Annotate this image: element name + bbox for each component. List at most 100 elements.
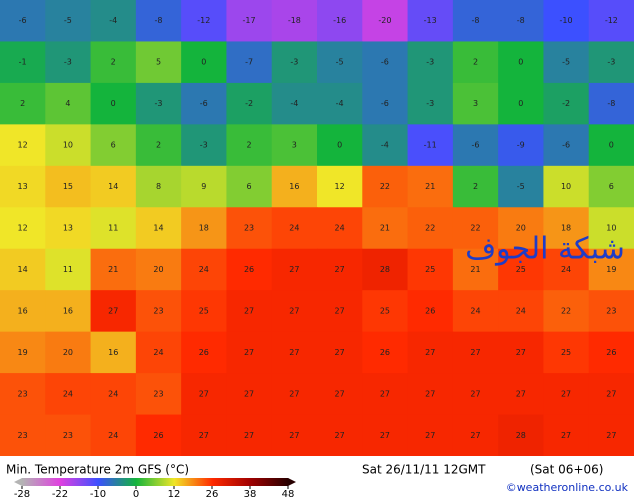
temperature-value: 20 — [153, 265, 163, 274]
temperature-cell — [588, 373, 634, 416]
temperature-cell — [226, 82, 273, 125]
temperature-value: -3 — [426, 99, 434, 108]
temperature-value: 14 — [108, 182, 118, 191]
temperature-value: 27 — [199, 389, 209, 398]
temperature-value: 23 — [153, 306, 163, 315]
temperature-cell — [135, 124, 182, 167]
temperature-cell — [226, 0, 273, 42]
temperature-value: -6 — [19, 16, 27, 25]
temperature-value: 0 — [609, 141, 614, 150]
temperature-value: -18 — [288, 16, 301, 25]
temperature-cell — [498, 248, 544, 291]
temperature-cell — [45, 248, 92, 291]
temperature-cell — [90, 0, 137, 42]
temperature-cell — [135, 290, 182, 333]
temperature-cell — [181, 41, 227, 84]
temperature-cell — [45, 124, 92, 167]
temperature-value: -5 — [517, 182, 525, 191]
colorbar-tick-label: -22 — [52, 489, 68, 500]
temperature-value: 25 — [516, 265, 526, 274]
temperature-value: 19 — [606, 265, 616, 274]
temperature-cell — [588, 290, 634, 333]
temperature-value: 13 — [18, 182, 28, 191]
colorbar-tick-label: 12 — [168, 489, 181, 500]
temperature-cell — [543, 414, 590, 457]
temperature-cell — [317, 124, 363, 167]
temperature-value: 20 — [516, 224, 526, 233]
temperature-cell — [498, 331, 544, 374]
temperature-value: 23 — [18, 431, 28, 440]
temperature-cell — [543, 248, 590, 291]
temperature-cell — [362, 165, 409, 208]
temperature-cell — [407, 248, 454, 291]
temperature-cell — [181, 331, 227, 374]
temperature-value: -20 — [378, 16, 391, 25]
temperature-value: -3 — [200, 141, 208, 150]
temperature-cell — [543, 41, 590, 84]
temperature-value: 27 — [335, 348, 345, 357]
colorbar-tick-label: -10 — [90, 489, 106, 500]
temperature-cell — [0, 248, 46, 291]
temperature-cell — [226, 124, 273, 167]
temperature-cell — [498, 373, 544, 416]
temperature-cell — [135, 248, 182, 291]
temperature-cell — [181, 165, 227, 208]
temperature-value: 27 — [470, 348, 480, 357]
temperature-value: 0 — [337, 141, 342, 150]
temperature-cell — [271, 414, 318, 457]
temperature-cell — [0, 41, 46, 84]
temperature-value: 16 — [63, 306, 73, 315]
temperature-value: 14 — [18, 265, 28, 274]
colorbar-segment — [22, 478, 61, 486]
temperature-cell — [271, 41, 318, 84]
temperature-value: 26 — [380, 348, 390, 357]
temperature-value: -4 — [290, 99, 298, 108]
temperature-cell — [317, 165, 363, 208]
temperature-value: -3 — [155, 99, 163, 108]
temperature-cell — [452, 82, 499, 125]
credit: ©weatheronline.co.uk — [506, 481, 629, 494]
temperature-cell — [0, 207, 46, 250]
temperature-cell — [271, 207, 318, 250]
temperature-cell — [45, 41, 92, 84]
temperature-cell — [271, 248, 318, 291]
temperature-cell — [181, 290, 227, 333]
temperature-cell — [543, 373, 590, 416]
temperature-cell — [498, 82, 544, 125]
temperature-cell — [543, 0, 590, 42]
temperature-value: 27 — [470, 389, 480, 398]
temperature-cell — [543, 82, 590, 125]
temperature-cell — [181, 373, 227, 416]
temperature-cell — [407, 124, 454, 167]
temperature-cell — [135, 41, 182, 84]
temperature-cell — [181, 124, 227, 167]
temperature-value: 16 — [18, 306, 28, 315]
temperature-value: -6 — [562, 141, 570, 150]
temperature-value: -4 — [109, 16, 117, 25]
temperature-cell — [452, 414, 499, 457]
temperature-cell — [317, 0, 363, 42]
colorbar: -28 -22 -10 0 12 26 38 48 — [14, 478, 296, 500]
temperature-cell — [407, 207, 454, 250]
temperature-cell — [226, 331, 273, 374]
temperature-value: -12 — [605, 16, 618, 25]
temperature-value: 6 — [111, 141, 116, 150]
temperature-value: -5 — [562, 58, 570, 67]
temperature-value: 27 — [380, 389, 390, 398]
temperature-cell — [271, 373, 318, 416]
temperature-cell — [407, 165, 454, 208]
temperature-value: -3 — [607, 58, 615, 67]
temperature-value: 15 — [63, 182, 73, 191]
temperature-value: 10 — [561, 182, 571, 191]
temperature-value: 22 — [470, 224, 480, 233]
temperature-cell — [181, 82, 227, 125]
temperature-cell — [181, 207, 227, 250]
temperature-value: 27 — [425, 389, 435, 398]
temperature-cell — [407, 290, 454, 333]
temperature-cell — [45, 165, 92, 208]
temperature-cell — [362, 124, 409, 167]
temperature-cell — [317, 207, 363, 250]
temperature-value: 12 — [18, 141, 28, 150]
colorbar-segment — [250, 478, 289, 486]
temperature-cell — [135, 82, 182, 125]
